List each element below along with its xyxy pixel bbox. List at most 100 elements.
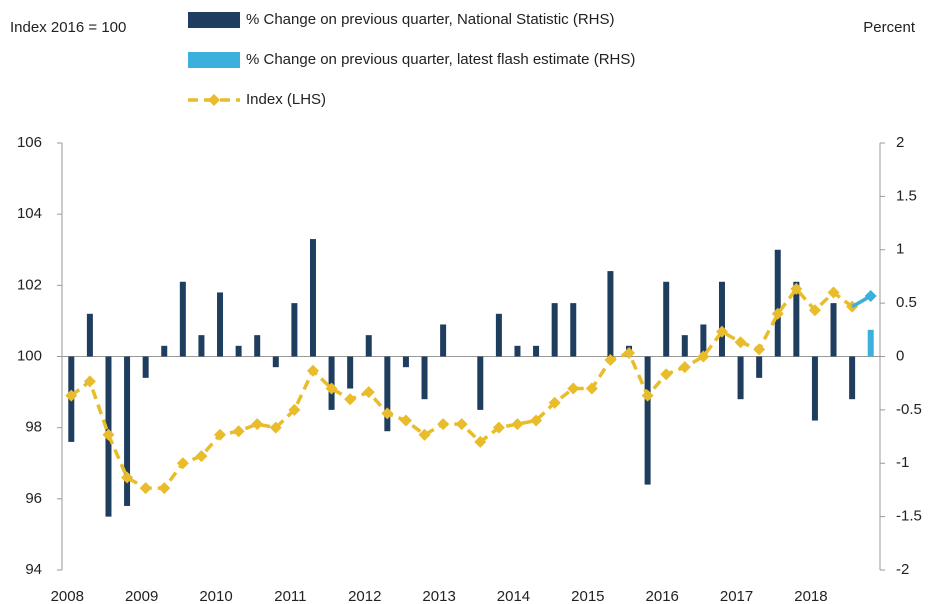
index-marker (790, 282, 803, 295)
index-marker (864, 290, 877, 303)
y-tick-label: 102 (17, 276, 42, 293)
y2-axis-label: Percent (863, 19, 916, 36)
index-marker (325, 382, 338, 395)
index-marker (139, 482, 152, 495)
bar (774, 249, 781, 357)
x-tick-label: 2014 (497, 588, 530, 604)
bar (124, 356, 131, 506)
bar (811, 356, 818, 421)
index-marker (344, 393, 357, 406)
index-marker (753, 343, 766, 356)
y-tick-label: 100 (17, 347, 42, 364)
index-marker (808, 304, 821, 317)
bar (533, 345, 540, 357)
index-marker (251, 418, 264, 431)
bar (309, 239, 316, 357)
x-tick-label: 2010 (199, 588, 232, 604)
x-tick-label: 2016 (646, 588, 679, 604)
bar (495, 313, 502, 357)
x-tick-label: 2015 (571, 588, 604, 604)
index-marker (585, 382, 598, 395)
x-tick-label: 2013 (422, 588, 455, 604)
index-marker (678, 361, 691, 374)
index-marker (83, 375, 96, 388)
bar (644, 356, 651, 485)
bar (235, 345, 242, 357)
index-marker (288, 403, 301, 416)
bar (477, 356, 484, 410)
index-marker (437, 418, 450, 431)
x-tick-label: 2017 (720, 588, 753, 604)
index-marker (214, 428, 227, 441)
bar (402, 356, 409, 368)
legend-marker (208, 94, 220, 106)
index-marker (623, 346, 636, 359)
index-marker (734, 336, 747, 349)
y-tick-label: 98 (25, 419, 42, 436)
index-marker (232, 425, 245, 438)
index-marker (121, 471, 134, 484)
bar (440, 324, 447, 357)
y-tick-label: 94 (25, 561, 42, 578)
legend-swatch (188, 12, 240, 28)
bar (700, 324, 707, 357)
index-marker (195, 450, 208, 463)
legend-label: % Change on previous quarter, latest fla… (246, 51, 635, 68)
bar (756, 356, 763, 378)
y-axis-label: Index 2016 = 100 (10, 19, 126, 36)
bar (142, 356, 149, 378)
index-marker (381, 407, 394, 420)
index-marker (418, 428, 431, 441)
y-tick-label: 104 (17, 205, 42, 222)
bar (161, 345, 168, 357)
bar (570, 303, 577, 357)
index-marker (474, 435, 487, 448)
bar (179, 281, 186, 357)
bar (607, 271, 614, 357)
index-marker (827, 286, 840, 299)
y2-tick-label: -1 (896, 454, 909, 471)
bar (867, 329, 874, 357)
index-marker (492, 421, 505, 434)
y2-tick-label: 0.5 (896, 294, 917, 311)
bar (681, 335, 688, 357)
bar (198, 335, 205, 357)
bar (272, 356, 279, 368)
bar (217, 292, 224, 357)
x-tick-label: 2009 (125, 588, 158, 604)
y2-tick-label: -0.5 (896, 401, 922, 418)
bar (421, 356, 428, 400)
index-marker (660, 368, 673, 381)
y-tick-label: 96 (25, 490, 42, 507)
index-marker (530, 414, 543, 427)
bar (663, 281, 670, 357)
index-marker (306, 364, 319, 377)
y2-tick-label: -1.5 (896, 508, 922, 525)
index-marker (269, 421, 282, 434)
bar (86, 313, 93, 357)
bar (254, 335, 261, 357)
bar (737, 356, 744, 400)
index-marker (697, 350, 710, 363)
x-tick-label: 2011 (274, 588, 306, 604)
bar (365, 335, 372, 357)
legend-swatch (188, 52, 240, 68)
index-marker (158, 482, 171, 495)
index-marker (604, 354, 617, 367)
index-marker (362, 386, 375, 399)
bar (384, 356, 391, 432)
index-marker (511, 418, 524, 431)
index-marker (399, 414, 412, 427)
bar (849, 356, 856, 400)
bar (291, 303, 298, 357)
y2-tick-label: 1.5 (896, 187, 917, 204)
x-tick-label: 2008 (51, 588, 84, 604)
bar (551, 303, 558, 357)
y2-tick-label: -2 (896, 561, 909, 578)
index-marker (771, 307, 784, 320)
index-marker (715, 325, 728, 338)
bar (718, 281, 725, 357)
y-tick-label: 106 (17, 134, 42, 151)
bar (793, 281, 800, 357)
